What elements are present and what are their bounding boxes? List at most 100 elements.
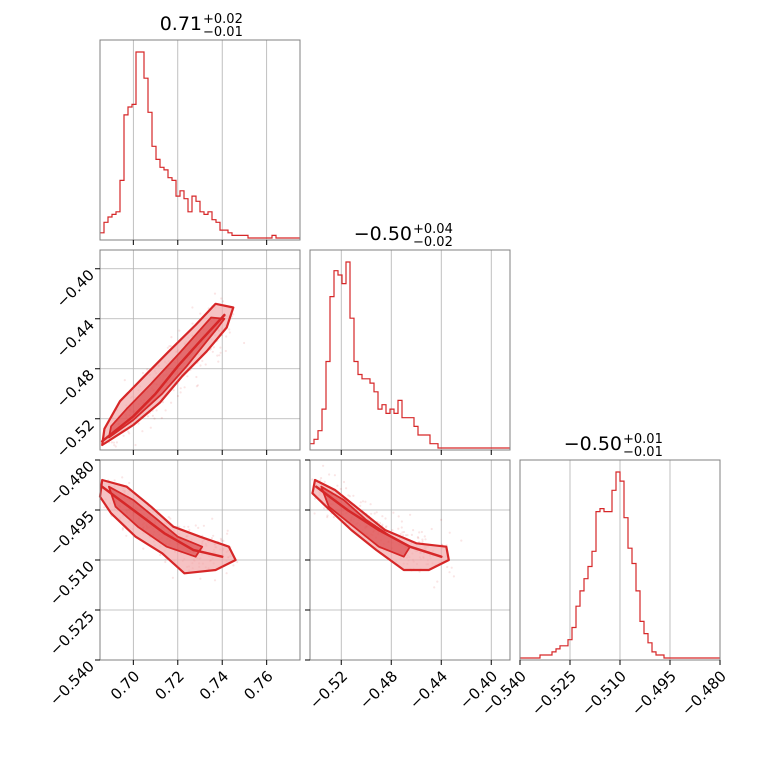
pair-1-0-sample-119: [216, 354, 219, 357]
pair-panel-1-0: −0.40 −0.44 −0.48 −0.52: [53, 249, 301, 461]
pair-1-0-sample-193: [219, 346, 222, 349]
pair-2-1-sample-119: [319, 479, 322, 482]
diag-2-xtick-label-3: −0.495: [628, 667, 680, 719]
diag-0-title-minus: −0.01: [203, 25, 243, 40]
pair-2-1-sample-148: [347, 494, 350, 497]
pair-1-0-yticks: [95, 268, 100, 420]
pair-2-0-sample-35: [188, 528, 191, 532]
diag-0-title-value: 0.71: [160, 13, 202, 35]
diag-panel-1: −0.50 +0.04 −0.02: [309, 222, 511, 455]
pair-2-1-sample-270: [322, 464, 325, 467]
pair-2-1-sample-59: [369, 503, 372, 506]
pair-2-1-xticks: [340, 660, 492, 665]
pair-2-1-sample-48: [323, 480, 326, 483]
pair-1-0-sample-194: [146, 415, 150, 418]
pair-1-0-sample-255: [183, 386, 186, 389]
pair-2-0-sample-94: [164, 560, 167, 564]
pair-2-1-sample-221: [345, 487, 348, 490]
pair-2-1-sample-106: [332, 516, 335, 519]
pair-2-1-sample-22: [397, 515, 400, 518]
pair-2-1-sample-23: [417, 537, 420, 540]
pair-1-0-sample-257: [228, 331, 231, 334]
pair-2-1-sample-62: [314, 497, 317, 500]
pair-1-0-sample-184: [217, 360, 220, 363]
pair-1-0-ytick-label-3: −0.52: [53, 416, 98, 461]
pair-2-1-xtick-labels: −0.52 −0.48 −0.44 −0.40: [306, 667, 501, 712]
diag-1-frame: [309, 249, 511, 451]
pair-2-0-ytick-label-1: −0.495: [46, 507, 98, 559]
pair-1-0-sample-149: [221, 300, 225, 303]
pair-1-0-sample-116: [160, 416, 163, 420]
pair-2-0-contours: [98, 478, 237, 575]
pair-2-1-sample-26: [410, 533, 413, 537]
diag-0-frame: [99, 39, 301, 241]
pair-1-0-sample-110: [127, 430, 130, 433]
pair-2-0-sample-29: [211, 517, 214, 520]
pair-2-1-xtick-label-1: −0.48: [356, 667, 401, 712]
pair-2-0-sample-224: [197, 526, 200, 530]
pair-1-0-sample-144: [195, 375, 198, 379]
pair-2-0-sample-162: [210, 537, 213, 540]
pair-2-1-sample-95: [328, 473, 331, 476]
pair-1-0-sample-264: [115, 441, 118, 444]
pair-2-0-sample-115: [169, 517, 172, 520]
pair-1-0-sample-235: [110, 441, 113, 444]
pair-2-0-sample-203: [219, 537, 222, 541]
pair-1-0-ytick-labels: −0.40 −0.44 −0.48 −0.52: [53, 266, 98, 461]
diag-2-grid: [519, 460, 721, 660]
pair-1-0-sample-157: [123, 379, 126, 382]
pair-1-0-sample-41: [179, 391, 182, 394]
pair-1-0-sample-3: [199, 312, 202, 315]
pair-2-1-sample-160: [370, 512, 373, 515]
diag-1-title-minus: −0.02: [413, 235, 453, 250]
pair-2-1-sample-142: [420, 530, 423, 534]
pair-2-1-sample-262: [424, 538, 427, 541]
pair-1-0-sample-239: [137, 422, 140, 425]
pair-2-1-sample-108: [400, 520, 403, 523]
pair-2-1-sample-126: [452, 575, 455, 578]
pair-2-1-sample-242: [326, 514, 329, 517]
pair-2-1-sample-219: [448, 531, 451, 534]
pair-1-0-sample-213: [191, 322, 194, 325]
pair-2-1-sample-130: [359, 501, 362, 504]
pair-1-0-sample-148: [179, 387, 182, 390]
pair-2-1-sample-3: [339, 487, 342, 491]
pair-1-0-sample-120: [161, 401, 164, 404]
pair-1-0-sample-188: [151, 414, 154, 417]
pair-2-0-sample-216: [121, 527, 124, 530]
pair-2-1-sample-165: [448, 571, 451, 574]
pair-2-1-sample-161: [440, 518, 443, 521]
pair-2-1-sample-250: [400, 526, 403, 529]
pair-2-0-xticks: [132, 660, 268, 665]
pair-2-1-sample-234: [384, 526, 387, 529]
pair-1-0-sample-22: [199, 364, 202, 367]
diag-2-xtick-label-1: −0.525: [528, 667, 580, 719]
pair-1-0-sample-265: [141, 371, 144, 375]
diag-1-grid: [340, 250, 492, 450]
pair-2-0-xtick-label-2: 0.74: [196, 667, 232, 703]
pair-2-1-sample-27: [450, 566, 453, 569]
pair-2-1-sample-225: [460, 539, 463, 542]
pair-2-0-sample-106: [220, 539, 223, 542]
diag-0-grid: [132, 40, 268, 240]
pair-1-0-xticks: [132, 450, 268, 455]
pair-2-1-sample-42: [364, 500, 367, 503]
pair-2-0-sample-61: [236, 560, 239, 564]
pair-2-0-sample-255: [128, 481, 131, 485]
pair-1-0-sample-19: [170, 336, 173, 339]
pair-2-1-sample-116: [373, 512, 376, 515]
pair-2-1-contour-core: [315, 485, 443, 558]
pair-2-1-sample-151: [430, 527, 433, 531]
pair-1-0-sample-254: [122, 434, 125, 437]
pair-2-1-sample-114: [348, 495, 351, 498]
pair-2-0-sample-64: [121, 528, 124, 531]
pair-2-1-sample-123: [399, 532, 402, 536]
pair-panel-2-1: −0.52 −0.48 −0.44 −0.40: [305, 459, 511, 713]
pair-2-0-sample-51: [183, 525, 186, 528]
pair-2-0-sample-41: [167, 516, 170, 519]
pair-1-0-sample-63: [146, 368, 149, 371]
pair-2-0-sample-240: [213, 579, 217, 582]
pair-1-0-sample-269: [141, 430, 144, 433]
pair-2-1-sample-34: [433, 586, 436, 589]
diag-2-title-plus: +0.01: [623, 432, 663, 447]
